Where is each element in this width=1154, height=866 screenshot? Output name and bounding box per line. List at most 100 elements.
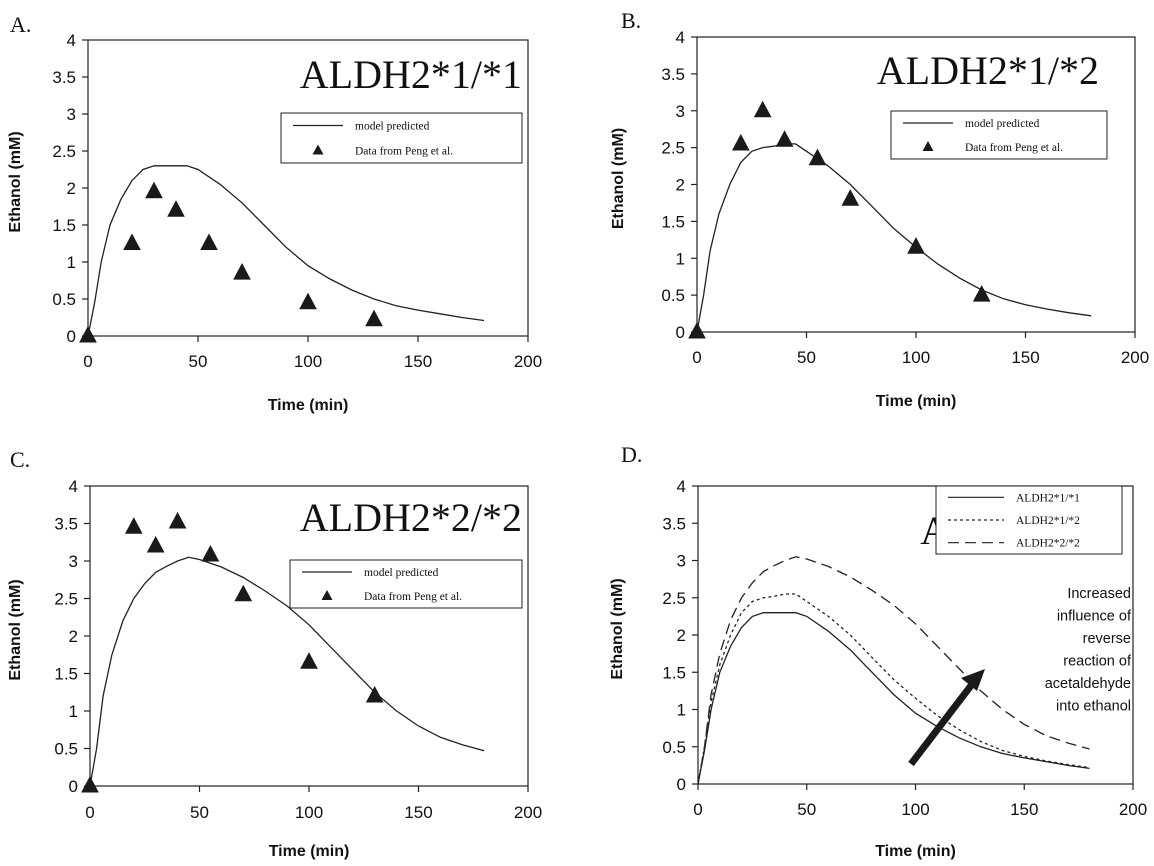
- data-point-b: [841, 189, 860, 206]
- x-axis-title-b: Time (min): [876, 393, 957, 410]
- data-point-c: [201, 544, 220, 562]
- x-tick-label: 100: [901, 800, 929, 819]
- chart-panel-b: 0 0.5 1 1.5 2 2.5 3 3.5 4 0 50 100 150 200 Time (min) E…: [610, 28, 1149, 410]
- panel-letter-d: D.: [621, 442, 643, 467]
- x-tick-label: 0: [83, 352, 92, 371]
- y-tick-label: 0.5: [54, 740, 78, 759]
- data-point-a: [365, 309, 383, 327]
- data-point-a: [167, 200, 185, 217]
- y-tick-label: 1: [676, 249, 685, 268]
- y-tick-label: 0: [69, 777, 78, 796]
- series-line-c-0: [89, 556, 485, 787]
- y-tick-label: 4: [67, 31, 76, 50]
- y-tick-label: 0.5: [662, 738, 686, 757]
- y-tick-label: 3.5: [54, 515, 78, 534]
- y-tick-label: 3: [67, 105, 76, 124]
- y-tick-label: 1.5: [661, 212, 685, 231]
- x-axis-title-d: Time (min): [875, 843, 956, 860]
- y-tick-label: 3: [676, 102, 685, 121]
- y-tick-label: 2: [677, 626, 686, 645]
- x-tick-label: 150: [404, 352, 432, 371]
- x-tick-label: 100: [294, 352, 322, 371]
- x-tick-label: 0: [692, 348, 701, 367]
- annotation-line: Increased: [1067, 586, 1131, 602]
- legend-label: Data from Peng et al.: [355, 146, 453, 158]
- annotation-line: acetaldehyde: [1045, 676, 1131, 692]
- data-point-a: [233, 263, 251, 280]
- y-tick-label: 3.5: [661, 65, 685, 84]
- series-line-a-0: [87, 165, 485, 337]
- y-tick-label: 2.5: [661, 139, 685, 158]
- x-tick-label: 50: [797, 800, 816, 819]
- data-point-b: [972, 285, 991, 302]
- series-line-b-0: [696, 143, 1092, 333]
- legend-swatch: [321, 590, 333, 600]
- y-tick-label: 1.5: [52, 216, 76, 235]
- data-point-b: [907, 237, 925, 254]
- panel-letter-a: A.: [10, 12, 32, 37]
- y-tick-label: 2.5: [662, 589, 686, 608]
- y-tick-label: 2: [676, 176, 685, 195]
- y-tick-label: 1: [677, 701, 686, 720]
- y-tick-label: 3.5: [662, 514, 686, 533]
- chart-title-c: ALDH2*2/*2: [300, 495, 522, 540]
- y-tick-label: 0: [676, 323, 685, 342]
- data-point-b: [753, 100, 772, 118]
- x-tick-label: 150: [1010, 800, 1038, 819]
- data-point-b: [808, 148, 827, 166]
- y-tick-label: 2.5: [52, 142, 76, 161]
- panel-letter-b: B.: [621, 8, 642, 33]
- y-tick-label: 1: [67, 253, 76, 272]
- legend-label: model predicted: [364, 567, 439, 579]
- y-axis-title-c: Ethanol (mM): [7, 579, 24, 680]
- y-tick-label: 1.5: [662, 663, 686, 682]
- legend-swatch: [312, 144, 324, 155]
- legend-label: Data from Peng et al.: [965, 142, 1063, 154]
- series-line-d-2: [697, 556, 1090, 785]
- y-tick-label: 3.5: [52, 68, 76, 87]
- panel-letter-c: C.: [10, 447, 31, 472]
- x-tick-label: 200: [1119, 800, 1147, 819]
- x-tick-label: 100: [295, 803, 323, 822]
- y-tick-label: 2: [69, 627, 78, 646]
- data-point-a: [123, 233, 141, 250]
- annotation-line: reverse: [1083, 631, 1131, 647]
- data-point-c: [234, 584, 253, 602]
- y-tick-label: 4: [69, 477, 78, 496]
- data-point-c: [365, 685, 384, 703]
- data-point-b: [775, 130, 794, 147]
- data-point-b: [688, 321, 706, 339]
- legend-label: Data from Peng et al.: [364, 591, 462, 603]
- data-point-c: [146, 535, 165, 553]
- y-tick-label: 0: [67, 327, 76, 346]
- annotation-line: into ethanol: [1056, 699, 1131, 715]
- y-tick-label: 3: [69, 552, 78, 571]
- x-tick-label: 200: [514, 803, 542, 822]
- data-point-a: [145, 181, 163, 199]
- x-tick-label: 50: [189, 352, 208, 371]
- y-tick-label: 2: [67, 179, 76, 198]
- series-line-d-1: [697, 593, 1090, 785]
- y-tick-label: 4: [677, 477, 686, 496]
- x-axis-title-a: Time (min): [268, 397, 349, 414]
- chart-panel-d: 0 0.5 1 1.5 2 2.5 3 3.5 4 0 50 100 150 200 Time (min) E…: [609, 477, 1147, 860]
- legend-label: model predicted: [965, 118, 1040, 130]
- y-tick-label: 0: [677, 775, 686, 794]
- x-tick-label: 50: [190, 803, 209, 822]
- data-point-a: [299, 292, 317, 310]
- y-axis-title-d: Ethanol (mM): [609, 578, 626, 679]
- trend-arrow-shaft: [908, 680, 976, 767]
- trend-arrow-head: [961, 669, 985, 691]
- legend-box-a: [280, 112, 523, 164]
- data-point-c: [81, 775, 99, 793]
- data-point-c: [168, 511, 187, 529]
- chart-title-b: ALDH2*1/*2: [877, 48, 1099, 93]
- annotation-line: influence of: [1057, 609, 1132, 625]
- data-point-b: [731, 133, 750, 151]
- legend-label: model predicted: [355, 121, 430, 133]
- y-tick-label: 1.5: [54, 665, 78, 684]
- y-tick-label: 0.5: [52, 290, 76, 309]
- series-line-d-0: [697, 612, 1090, 785]
- data-point-a: [200, 233, 218, 250]
